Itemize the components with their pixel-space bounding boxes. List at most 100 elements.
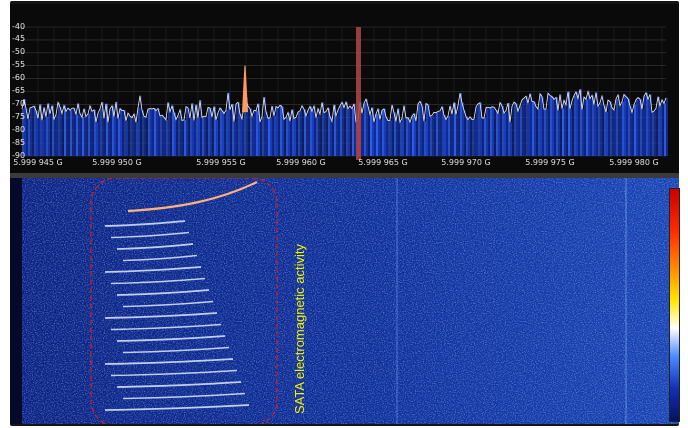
emission-streak <box>110 231 190 239</box>
emission-streak <box>116 381 242 388</box>
spectrum-bin <box>418 103 420 156</box>
spectrum-bin <box>636 99 638 156</box>
spectrum-bin <box>244 106 246 156</box>
spectrum-bin <box>102 102 104 156</box>
spectrum-bin <box>148 109 150 156</box>
spectrum-bin <box>314 106 316 156</box>
spectrum-bin <box>252 116 254 156</box>
spectrum-bin <box>128 113 130 156</box>
spectrum-bin <box>570 108 572 156</box>
spectrum-fill <box>22 89 668 156</box>
spectrum-bin <box>568 91 570 156</box>
spectrum-bin <box>486 107 488 156</box>
spectrum-bin <box>48 103 50 156</box>
spectrum-bin <box>138 107 140 156</box>
spectrum-bin <box>402 118 404 156</box>
highlight-region <box>90 178 278 424</box>
spectrum-bin <box>82 117 84 156</box>
spectrum-bin <box>114 116 116 156</box>
spectrum-panel[interactable]: -40 -45 -50 -55 -60 -65 -70 -75 -80 -85 … <box>10 4 679 173</box>
spectrum-bin <box>318 108 320 156</box>
spectrum-bin <box>188 107 190 156</box>
spectrum-bin <box>532 101 534 156</box>
spectrum-bin <box>94 109 96 156</box>
spectrum-bin <box>166 120 168 156</box>
spectrum-bin <box>316 117 318 156</box>
spectrum-bin <box>456 114 458 156</box>
spectrum-bin <box>526 96 528 156</box>
spectrum-bin <box>146 117 148 156</box>
spectrum-bin <box>440 110 442 156</box>
waterfall-panel[interactable] <box>10 178 679 424</box>
spectrum-bin <box>574 95 576 156</box>
y-tick-label: -40 <box>12 22 26 31</box>
spectrum-bin <box>620 105 622 156</box>
spectrum-bin <box>278 107 280 156</box>
spectrum-bin <box>546 109 548 156</box>
spectrum-bin <box>302 105 304 156</box>
emission-streak <box>127 181 258 213</box>
spectrum-bin <box>248 106 250 156</box>
spectrum-bin <box>590 98 592 156</box>
panel-splitter[interactable] <box>10 173 679 178</box>
spectrum-bin <box>34 106 36 156</box>
spectrum-plot[interactable] <box>10 4 679 173</box>
spectrum-bin <box>108 122 110 156</box>
spectrum-bin <box>594 104 596 156</box>
spectrum-bin <box>116 101 118 156</box>
spectrum-bin <box>584 97 586 156</box>
spectrum-bin <box>22 108 24 156</box>
spectrum-bin <box>162 115 164 156</box>
spectrum-bin <box>306 115 308 156</box>
spectrum-bin <box>454 102 456 156</box>
signal-peak <box>242 65 248 113</box>
spectrum-bin <box>534 101 536 156</box>
spectrum-bin <box>78 103 80 156</box>
spectrum-bin <box>450 105 452 156</box>
spectrum-bin <box>612 107 614 156</box>
spectrum-bin <box>442 106 444 156</box>
spectrum-bin <box>126 120 128 156</box>
spectrum-bin <box>528 103 530 156</box>
spectrum-bin <box>134 114 136 156</box>
spectrum-bin <box>480 102 482 156</box>
spectrum-bin <box>100 108 102 156</box>
y-tick-label: -90 <box>12 151 26 160</box>
spectrum-bin <box>428 104 430 156</box>
spectrum-bin <box>242 118 244 156</box>
spectrum-bin <box>368 106 370 156</box>
spectrum-bin <box>350 106 352 156</box>
spectrum-bin <box>512 106 514 156</box>
spectrum-bin <box>232 104 234 156</box>
spectrum-bin <box>552 96 554 156</box>
emission-streak <box>110 323 222 331</box>
frequency-marker[interactable] <box>356 27 361 160</box>
spectrum-bin <box>58 102 60 156</box>
spectrum-bin <box>640 99 642 156</box>
spectrum-bin <box>378 109 380 156</box>
spectrum-bin <box>644 96 646 156</box>
waterfall-plot[interactable] <box>10 178 679 424</box>
spectrum-bin <box>44 107 46 156</box>
emission-streak <box>104 312 218 319</box>
spectrum-bin <box>266 111 268 156</box>
spectrum-bin <box>466 116 468 156</box>
spectrum-bin <box>536 106 538 156</box>
emission-streak <box>122 300 214 308</box>
spectrum-bin <box>130 116 132 156</box>
spectrum-bin <box>372 107 374 156</box>
spectrum-bin <box>264 97 266 156</box>
spectrum-bin <box>460 93 462 156</box>
colorbar-gradient-icon <box>669 188 680 422</box>
spectrum-bin <box>268 118 270 156</box>
spectrum-bin <box>432 115 434 156</box>
emission-streak <box>104 404 250 411</box>
spectrum-bin <box>422 105 424 156</box>
spectrum-bin <box>124 110 126 156</box>
spectrum-bin <box>328 107 330 156</box>
spectrum-bin <box>608 100 610 156</box>
spectrum-bin <box>118 118 120 156</box>
spectrum-bin <box>656 108 658 156</box>
spectrum-bin <box>190 117 192 156</box>
emission-streak <box>104 358 234 365</box>
